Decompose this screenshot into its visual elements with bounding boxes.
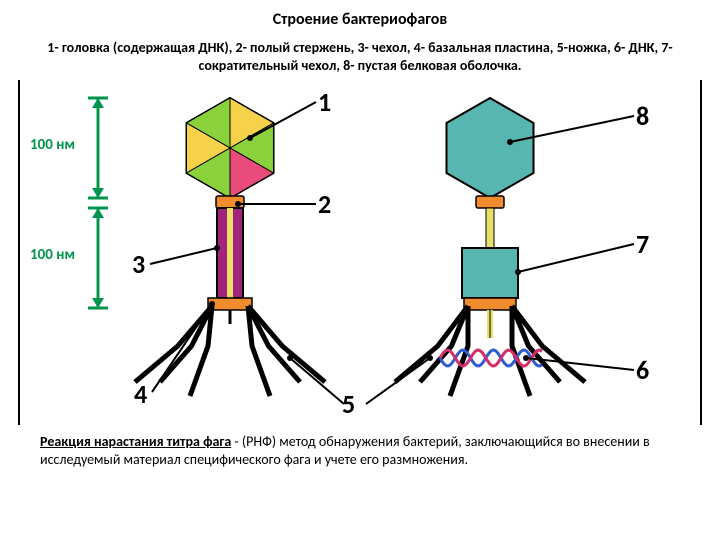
- label-6: 6: [636, 354, 649, 386]
- label-8: 8: [636, 100, 649, 132]
- scale-label-bottom: 100 нм: [30, 246, 75, 264]
- bacteriophage-diagram: 100 нм 100 нм 1 2 3 4 5 6 7 8: [18, 80, 702, 425]
- diagram-svg: [20, 80, 700, 425]
- label-7: 7: [636, 228, 649, 260]
- caption: Реакция нарастания титра фага - (РНФ) ме…: [0, 425, 720, 469]
- parts-legend: 1- головка (содержащая ДНК), 2- полый ст…: [0, 29, 720, 80]
- label-3: 3: [132, 248, 145, 280]
- label-5: 5: [342, 388, 355, 420]
- page-title: Строение бактериофагов: [0, 0, 720, 29]
- label-4: 4: [134, 378, 147, 410]
- caption-lead: Реакция нарастания титра фага: [40, 433, 231, 450]
- label-2: 2: [318, 188, 331, 220]
- label-1: 1: [318, 86, 331, 118]
- scale-label-top: 100 нм: [30, 136, 75, 154]
